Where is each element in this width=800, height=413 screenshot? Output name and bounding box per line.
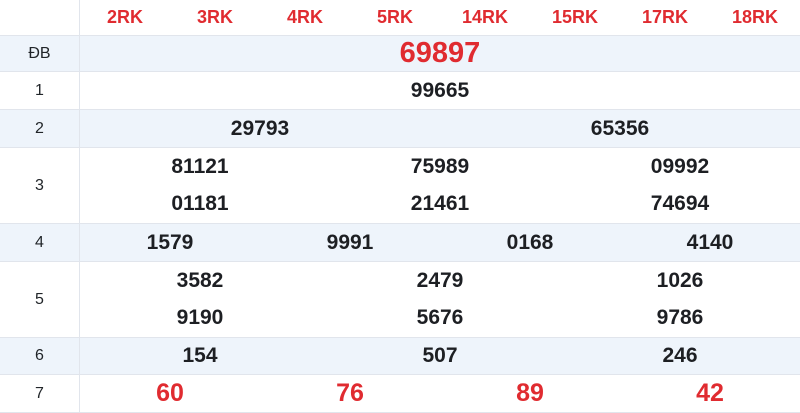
prize-number: 75989: [410, 154, 470, 178]
prize-row-label: 7: [0, 375, 80, 412]
table-row-6: 6 154 507 246: [0, 338, 800, 375]
column-header-6[interactable]: 17RK: [641, 7, 689, 27]
column-header-5[interactable]: 15RK: [551, 7, 599, 27]
prize-number: 76: [336, 379, 364, 407]
prize-row-label: 4: [0, 224, 80, 261]
table-row-1: 1 99665: [0, 72, 800, 110]
prize-number: 9786: [656, 306, 704, 330]
prize-number: 0168: [506, 230, 554, 254]
table-row-5: 5 3582 2479 1026 9190 5676 9786: [0, 262, 800, 338]
prize-number: 1026: [656, 268, 704, 292]
prize-number: 60: [156, 379, 184, 407]
prize-row-label: 5: [0, 262, 80, 337]
table-row-7: 7 60 76 89 42: [0, 375, 800, 413]
prize-number: 246: [662, 344, 698, 367]
column-header-3[interactable]: 5RK: [376, 7, 413, 27]
prize-number: 09992: [650, 154, 710, 178]
prize-row-label: 3: [0, 148, 80, 223]
prize-number: 65356: [590, 116, 650, 140]
prize-row-label: ĐB: [0, 36, 80, 71]
prize-number: 99665: [410, 78, 470, 102]
prize-number: 1579: [146, 230, 194, 254]
column-header-1[interactable]: 3RK: [196, 7, 233, 27]
prize-row-label: 1: [0, 72, 80, 109]
prize-number: 4140: [686, 230, 734, 254]
prize-number: 74694: [650, 192, 710, 216]
prize-number: 3582: [176, 268, 224, 292]
prize-row-label: 2: [0, 110, 80, 147]
table-header-row: 2RK 3RK 4RK 5RK 14RK 15RK 17RK 18RK: [0, 0, 800, 36]
table-row-4: 4 1579 9991 0168 4140: [0, 224, 800, 262]
table-row-db: ĐB 69897: [0, 36, 800, 72]
prize-number: 5676: [416, 306, 464, 330]
prize-row-label: 6: [0, 338, 80, 374]
prize-number: 01181: [171, 192, 229, 216]
prize-number: 9991: [326, 230, 374, 254]
column-header-7[interactable]: 18RK: [731, 7, 779, 27]
column-header-0[interactable]: 2RK: [106, 7, 143, 27]
table-row-2: 2 29793 65356: [0, 110, 800, 148]
prize-number: 81121: [171, 154, 229, 178]
prize-number: 69897: [399, 37, 481, 69]
prize-number: 42: [696, 379, 724, 407]
prize-number: 2479: [416, 268, 464, 292]
prize-number: 89: [516, 379, 544, 407]
prize-number: 21461: [410, 192, 470, 216]
column-header-4[interactable]: 14RK: [461, 7, 509, 27]
prize-number: 29793: [230, 116, 290, 140]
header-columns: 2RK 3RK 4RK 5RK 14RK 15RK 17RK 18RK: [80, 0, 800, 35]
prize-number: 507: [422, 344, 458, 367]
table-row-3: 3 81121 75989 09992 01181 21461 74694: [0, 148, 800, 224]
header-label-spacer: [0, 0, 80, 35]
column-header-2[interactable]: 4RK: [286, 7, 323, 27]
prize-number: 9190: [176, 306, 224, 330]
prize-number: 154: [182, 344, 218, 367]
